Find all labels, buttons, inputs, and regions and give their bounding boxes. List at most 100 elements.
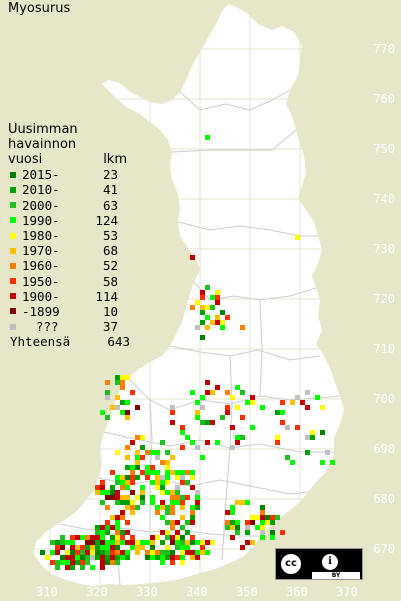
observation-square	[120, 495, 125, 500]
observation-square	[270, 520, 275, 525]
observation-square	[180, 430, 185, 435]
observation-square	[95, 490, 100, 495]
observation-square	[165, 505, 170, 510]
observation-square	[150, 495, 155, 500]
observation-square	[180, 540, 185, 545]
observation-square	[205, 390, 210, 395]
legend-label: ???	[36, 319, 59, 335]
observation-square	[105, 395, 110, 400]
legend-row: 1960- 52	[8, 258, 133, 273]
observation-square	[160, 475, 165, 480]
observation-square	[80, 560, 85, 565]
observation-square	[105, 525, 110, 530]
observation-square	[180, 525, 185, 530]
observation-square	[140, 445, 145, 450]
observation-square	[135, 455, 140, 460]
observation-square	[210, 540, 215, 545]
observation-square	[100, 550, 105, 555]
observation-square	[180, 515, 185, 520]
observation-square	[105, 545, 110, 550]
observation-squares	[40, 135, 335, 570]
observation-square	[195, 505, 200, 510]
observation-square	[70, 555, 75, 560]
observation-square	[120, 480, 125, 485]
observation-square	[205, 325, 210, 330]
legend-row: 1950- 58	[8, 274, 133, 289]
cc-by-license-badge[interactable]: cc i BY	[275, 548, 363, 580]
legend-label: 1980-	[22, 227, 60, 243]
legend-col-year: vuosi	[8, 152, 43, 167]
legend-count: 37	[102, 319, 118, 335]
observation-square	[130, 500, 135, 505]
observation-square	[105, 490, 110, 495]
observation-square	[260, 535, 265, 540]
observation-square	[200, 335, 205, 340]
observation-square	[145, 450, 150, 455]
observation-square	[150, 555, 155, 560]
observation-square	[280, 410, 285, 415]
observation-square	[55, 545, 60, 550]
observation-square	[170, 410, 175, 415]
grid-label-x: 350	[236, 585, 258, 599]
observation-square	[125, 400, 130, 405]
legend-swatch	[10, 217, 16, 224]
observation-square	[255, 515, 260, 520]
observation-square	[240, 415, 245, 420]
observation-square	[230, 425, 235, 430]
observation-square	[195, 555, 200, 560]
observation-square	[70, 550, 75, 555]
observation-square	[205, 550, 210, 555]
observation-square	[80, 565, 85, 570]
observation-square	[220, 415, 225, 420]
observation-square	[90, 545, 95, 550]
observation-square	[150, 480, 155, 485]
observation-square	[255, 525, 260, 530]
observation-square	[230, 525, 235, 530]
observation-square	[130, 480, 135, 485]
observation-square	[245, 520, 250, 525]
observation-square	[105, 520, 110, 525]
observation-square	[115, 490, 120, 495]
observation-square	[135, 475, 140, 480]
observation-square	[175, 470, 180, 475]
observation-square	[65, 550, 70, 555]
legend-count: 41	[102, 182, 118, 198]
observation-square	[285, 455, 290, 460]
legend-swatch	[10, 247, 16, 254]
legend-label: 2000-	[22, 197, 60, 213]
observation-square	[125, 480, 130, 485]
observation-square	[165, 480, 170, 485]
observation-square	[135, 550, 140, 555]
observation-square	[95, 555, 100, 560]
observation-square	[130, 490, 135, 495]
observation-square	[205, 135, 210, 140]
observation-square	[115, 395, 120, 400]
observation-square	[80, 555, 85, 560]
observation-square	[245, 400, 250, 405]
observation-square	[195, 445, 200, 450]
observation-square	[95, 540, 100, 545]
observation-square	[115, 555, 120, 560]
observation-square	[90, 540, 95, 545]
observation-square	[180, 425, 185, 430]
observation-square	[320, 430, 325, 435]
observation-square	[140, 490, 145, 495]
observation-square	[190, 515, 195, 520]
observation-square	[225, 315, 230, 320]
observation-square	[235, 525, 240, 530]
observation-square	[250, 540, 255, 545]
observation-square	[100, 480, 105, 485]
legend-total: Yhteensä 643	[8, 334, 133, 349]
observation-square	[150, 550, 155, 555]
observation-square	[65, 540, 70, 545]
observation-square	[120, 555, 125, 560]
observation-square	[85, 555, 90, 560]
observation-square	[110, 555, 115, 560]
observation-square	[125, 540, 130, 545]
observation-square	[225, 405, 230, 410]
observation-square	[135, 435, 140, 440]
grid-label-x: 360	[286, 585, 308, 599]
observation-square	[175, 500, 180, 505]
observation-square	[75, 555, 80, 560]
observation-square	[200, 310, 205, 315]
